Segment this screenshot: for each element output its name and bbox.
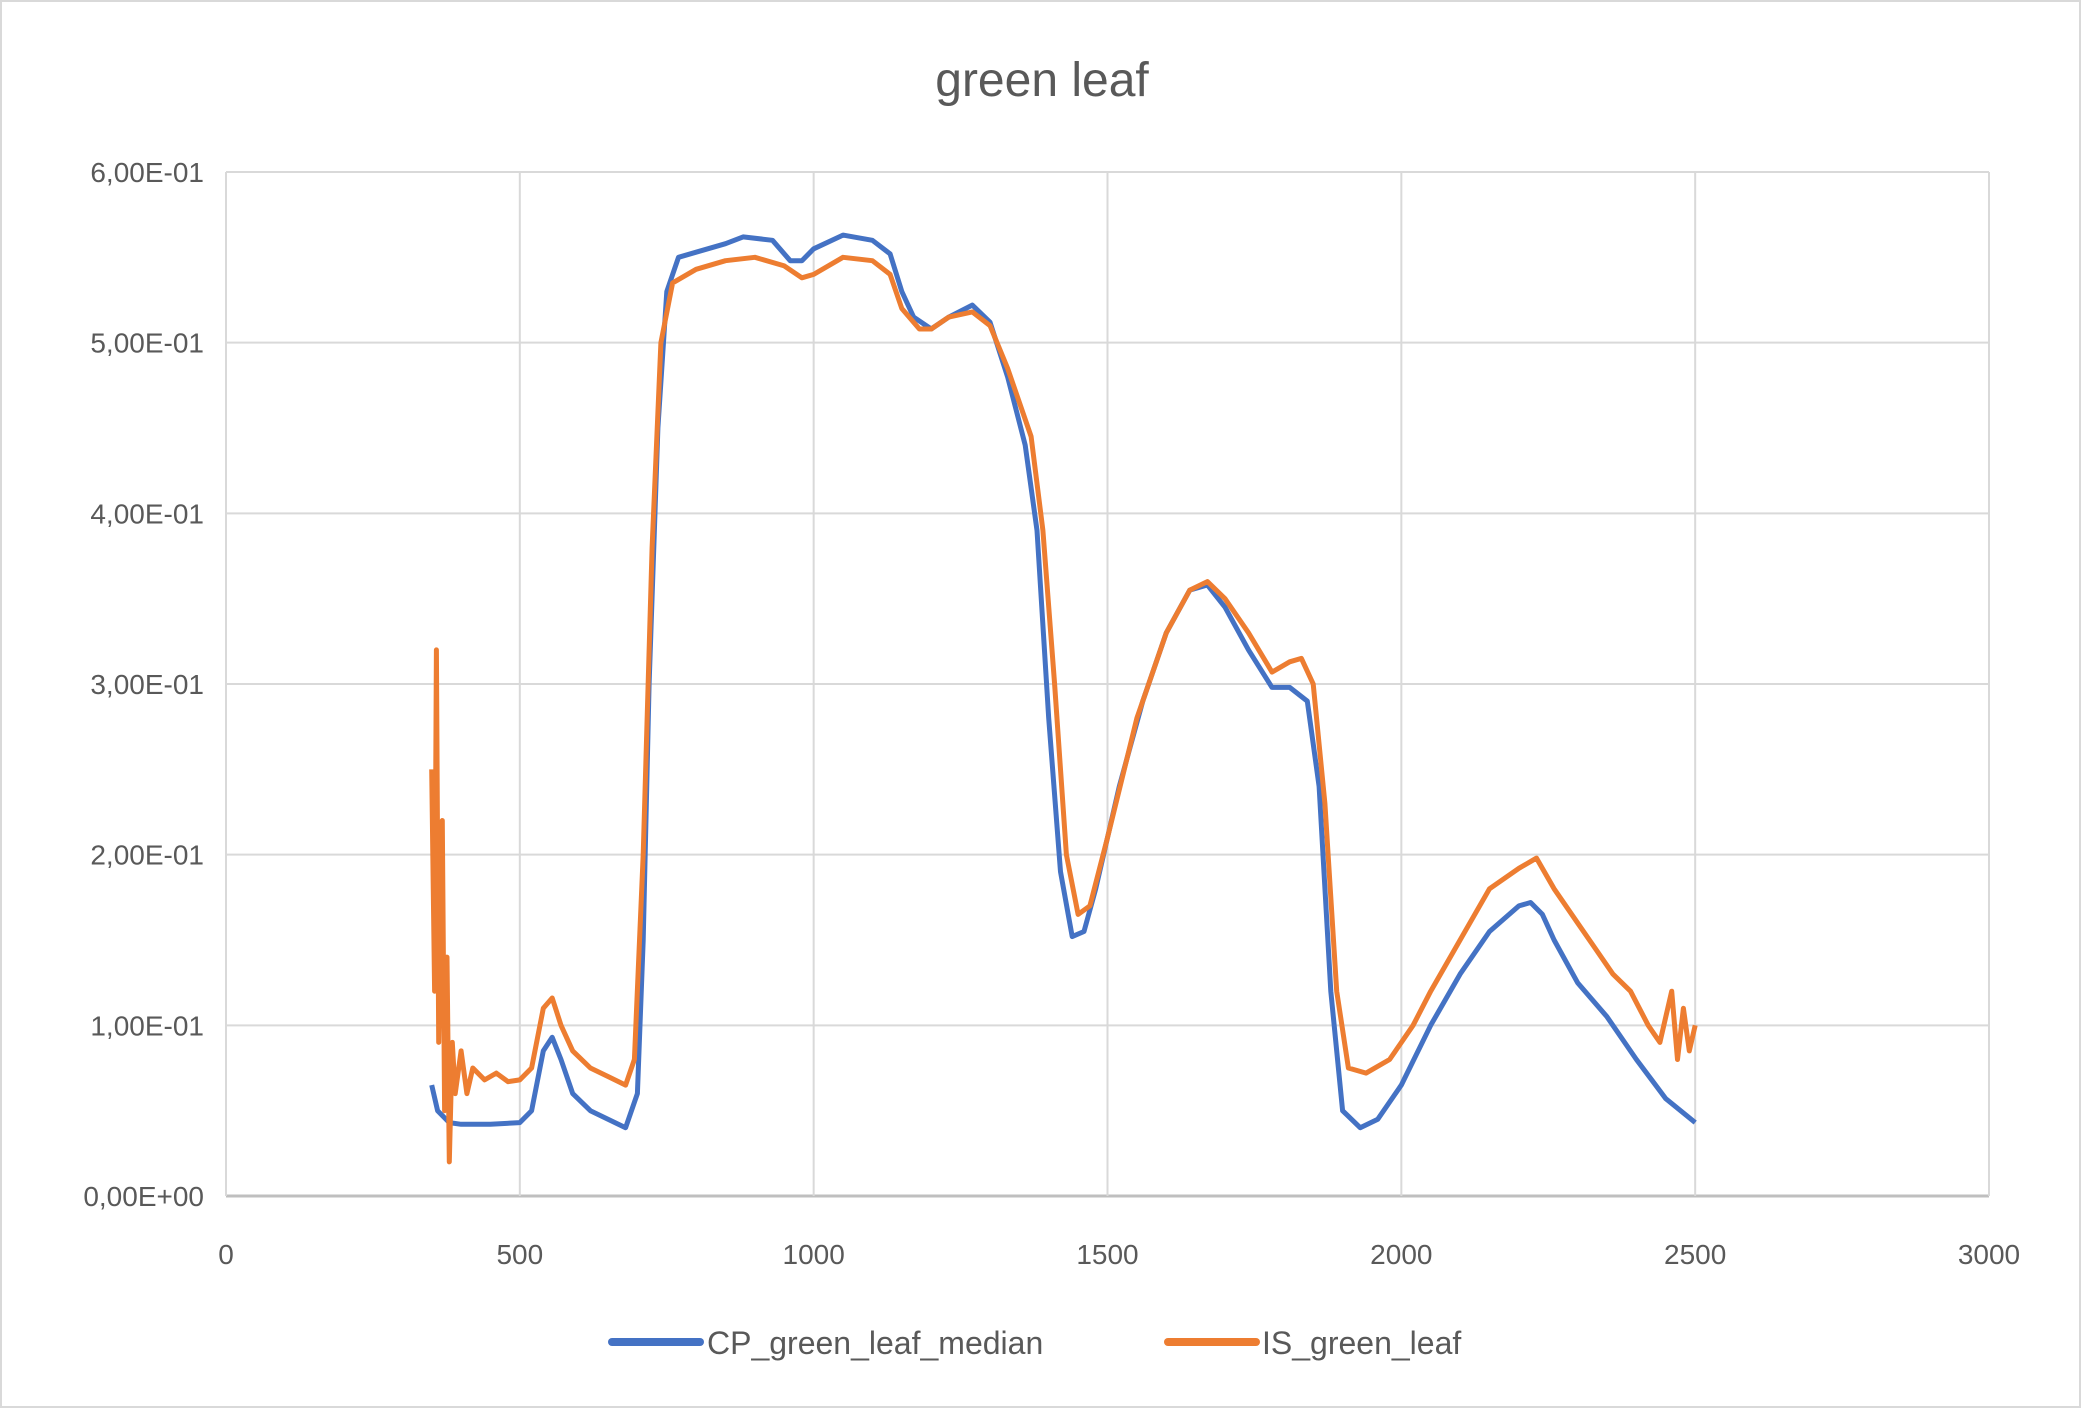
x-tick-label: 2500 xyxy=(1664,1239,1726,1270)
series-lines xyxy=(429,232,1698,1165)
y-tick-label: 6,00E-01 xyxy=(90,157,204,188)
y-axis-tick-labels: 0,00E+00 1,00E-01 2,00E-01 3,00E-01 4,00E-01… xyxy=(83,157,204,1212)
x-tick-label: 500 xyxy=(496,1239,543,1270)
x-tick-label: 1500 xyxy=(1076,1239,1138,1270)
x-tick-label: 1000 xyxy=(783,1239,845,1270)
gridlines xyxy=(225,171,1990,1198)
y-tick-label: 4,00E-01 xyxy=(90,498,204,529)
y-tick-label: 5,00E-01 xyxy=(90,328,204,359)
y-tick-label: 0,00E+00 xyxy=(83,1181,204,1212)
x-tick-label: 0 xyxy=(218,1239,234,1270)
y-tick-label: 3,00E-01 xyxy=(90,669,204,700)
series-line-is-green-leaf xyxy=(429,254,1698,1165)
y-tick-label: 1,00E-01 xyxy=(90,1010,204,1041)
legend-label-is-green-leaf: IS_green_leaf xyxy=(1262,1325,1461,1361)
legend: CP_green_leaf_median IS_green_leaf xyxy=(608,1325,1461,1361)
y-tick-label: 2,00E-01 xyxy=(90,840,204,871)
series-line-cp-green-leaf-median xyxy=(429,232,1697,1131)
chart-title: green leaf xyxy=(935,54,1149,107)
legend-label-cp-green-leaf-median: CP_green_leaf_median xyxy=(707,1325,1043,1361)
x-tick-label: 2000 xyxy=(1370,1239,1432,1270)
x-axis-tick-labels: 0 500 1000 1500 2000 2500 3000 xyxy=(218,1239,2020,1270)
x-tick-label: 3000 xyxy=(1958,1239,2020,1270)
